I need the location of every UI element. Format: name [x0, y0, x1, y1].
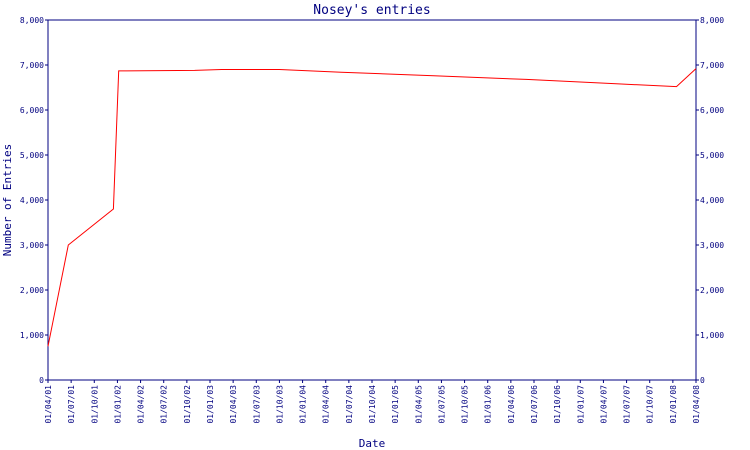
y-tick-label: 7,000 — [20, 61, 44, 70]
y-tick-label-right: 1,000 — [700, 331, 724, 340]
y-tick-label: 6,000 — [20, 106, 44, 115]
x-tick-label: 01/01/08 — [669, 385, 678, 424]
x-tick-label: 01/10/03 — [275, 385, 284, 424]
x-tick-label: 01/10/05 — [461, 385, 470, 424]
y-tick-label-right: 0 — [700, 376, 705, 385]
x-tick-label: 01/10/06 — [553, 385, 562, 424]
x-tick-label: 01/07/05 — [437, 385, 446, 424]
x-tick-label: 01/04/06 — [507, 385, 516, 424]
y-tick-label: 4,000 — [20, 196, 44, 205]
x-tick-label: 01/04/01 — [44, 385, 53, 424]
y-tick-label-right: 2,000 — [700, 286, 724, 295]
x-tick-label: 01/10/07 — [646, 385, 655, 424]
y-tick-label: 5,000 — [20, 151, 44, 160]
x-tick-label: 01/01/03 — [206, 385, 215, 424]
x-tick-label: 01/01/04 — [299, 385, 308, 424]
y-tick-label: 0 — [39, 376, 44, 385]
series-line — [47, 68, 697, 347]
x-axis-label: Date — [359, 437, 386, 450]
y-tick-label-right: 5,000 — [700, 151, 724, 160]
x-tick-label: 01/04/02 — [137, 385, 146, 424]
x-tick-label: 01/10/02 — [183, 385, 192, 424]
y-tick-label: 1,000 — [20, 331, 44, 340]
y-axis-label: Number of Entries — [1, 144, 14, 257]
y-tick-label-right: 4,000 — [700, 196, 724, 205]
y-tick-label: 8,000 — [20, 16, 44, 25]
plot-area — [47, 19, 697, 381]
y-tick-label: 3,000 — [20, 241, 44, 250]
x-tick-label: 01/01/02 — [113, 385, 122, 424]
x-tick-label: 01/07/03 — [252, 385, 261, 424]
series-group — [47, 68, 697, 347]
x-tick-label: 01/07/01 — [67, 385, 76, 424]
x-tick-label: 01/07/07 — [623, 385, 632, 424]
x-tick-label: 01/04/04 — [322, 385, 331, 424]
x-tick-label: 01/01/05 — [391, 385, 400, 424]
x-tick-label: 01/04/05 — [414, 385, 423, 424]
x-tick-label: 01/04/08 — [692, 385, 701, 424]
x-tick-label: 01/07/02 — [160, 385, 169, 424]
y-tick-label-right: 3,000 — [700, 241, 724, 250]
x-tick-label: 01/04/07 — [599, 385, 608, 424]
x-tick-label: 01/04/03 — [229, 385, 238, 424]
chart-title: Nosey's entries — [313, 3, 430, 18]
y-tick-label-right: 8,000 — [700, 16, 724, 25]
y-tick-label-right: 7,000 — [700, 61, 724, 70]
x-tick-label: 01/07/06 — [530, 385, 539, 424]
y-axis-ticks: 0 0 1,000 1,000 2,000 2,000 3,000 3,000 4,000 4,0… — [20, 16, 724, 385]
x-tick-label: 01/10/04 — [368, 385, 377, 424]
x-tick-label: 01/01/06 — [484, 385, 493, 424]
x-tick-label: 01/07/04 — [345, 385, 354, 424]
y-tick-label: 2,000 — [20, 286, 44, 295]
x-tick-label: 01/10/01 — [90, 385, 99, 424]
x-tick-label: 01/01/07 — [576, 385, 585, 424]
y-tick-label-right: 6,000 — [700, 106, 724, 115]
x-axis-ticks: 01/04/01 01/07/01 01/10/01 01/01/02 01/04/02… — [44, 380, 701, 424]
